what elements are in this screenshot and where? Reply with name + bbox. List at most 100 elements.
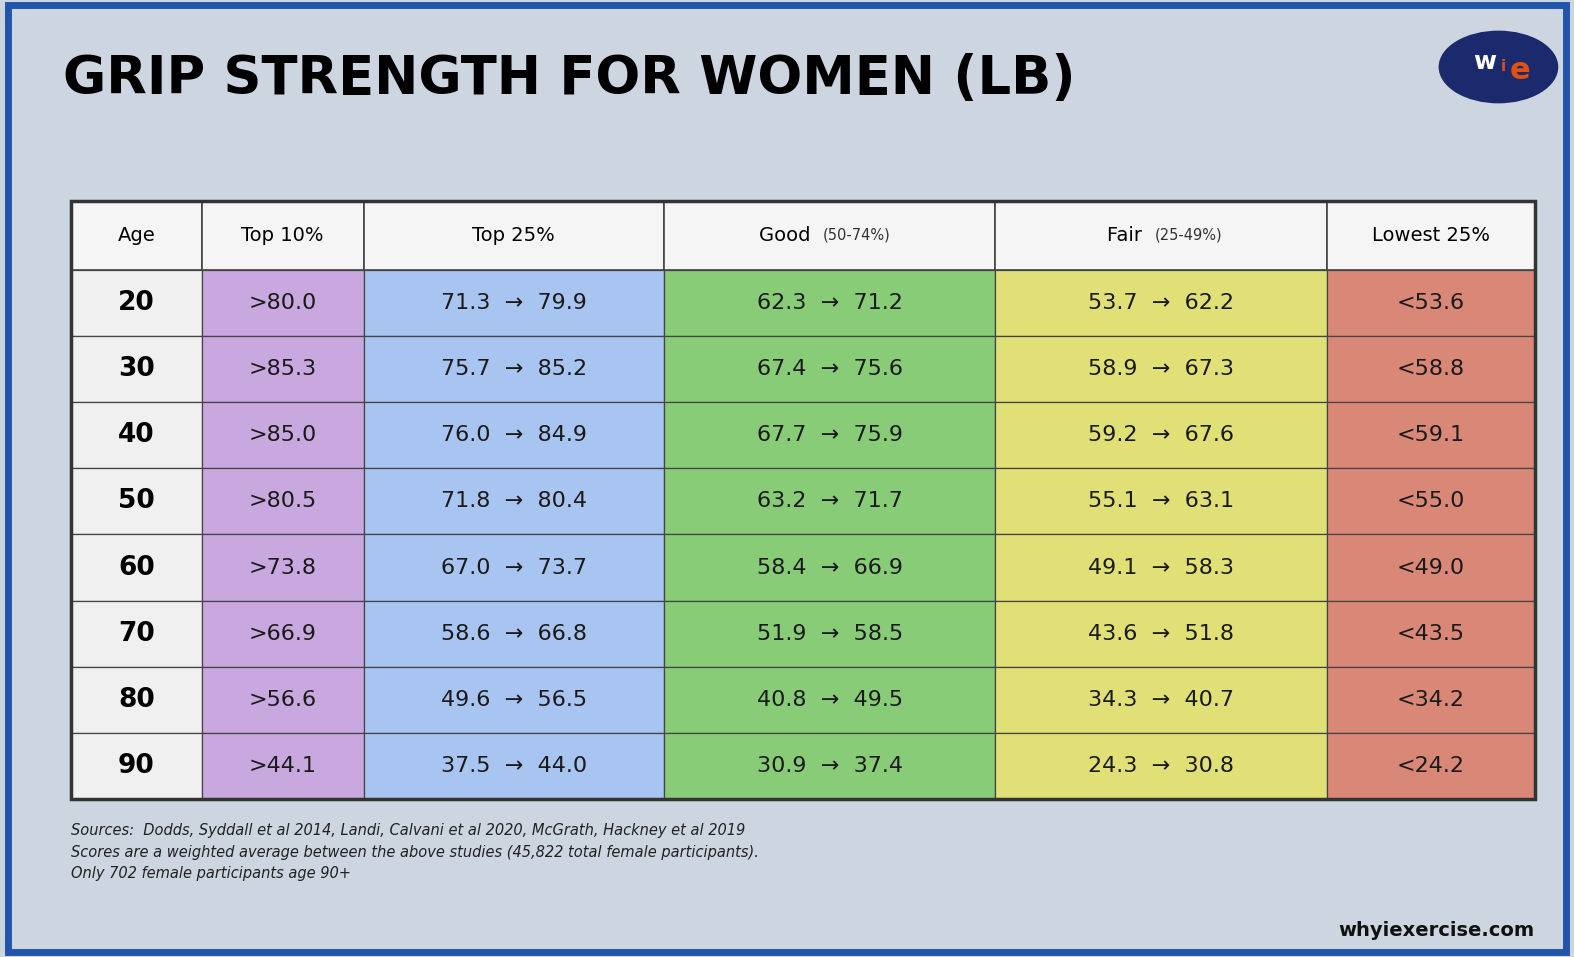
Text: 62.3  →  71.2: 62.3 → 71.2 [757,293,902,313]
Bar [1327,733,1535,799]
Bar [71,667,201,733]
Text: <59.1: <59.1 [1396,425,1465,445]
Text: 58.6  →  66.8: 58.6 → 66.8 [441,624,587,644]
Bar [1327,534,1535,601]
Text: <34.2: <34.2 [1396,690,1465,710]
Bar [71,201,1535,799]
Text: w: w [1473,50,1495,75]
Bar [995,336,1327,402]
Bar [995,601,1327,667]
Text: Age: Age [118,226,156,245]
Bar [664,201,995,270]
Text: 50: 50 [118,488,154,515]
Bar [664,468,995,534]
Text: 53.7  →  62.2: 53.7 → 62.2 [1088,293,1234,313]
Text: 71.3  →  79.9: 71.3 → 79.9 [441,293,587,313]
Text: 58.4  →  66.9: 58.4 → 66.9 [757,558,903,578]
Text: 67.0  →  73.7: 67.0 → 73.7 [441,558,587,578]
Text: whyiexercise.com: whyiexercise.com [1338,921,1535,940]
Text: Top 10%: Top 10% [241,226,324,245]
Bar [71,601,201,667]
Text: <55.0: <55.0 [1396,491,1465,511]
Text: 70: 70 [118,621,154,647]
Text: (25-49%): (25-49%) [1154,228,1221,243]
Text: 60: 60 [118,554,154,581]
Text: 24.3  →  30.8: 24.3 → 30.8 [1088,756,1234,776]
Text: (50-74%): (50-74%) [823,228,891,243]
Bar [364,733,664,799]
Bar [364,667,664,733]
Text: 30: 30 [118,356,154,382]
Text: i: i [1500,59,1506,75]
Bar [1327,468,1535,534]
Bar [201,534,364,601]
Bar [664,667,995,733]
Text: 67.4  →  75.6: 67.4 → 75.6 [757,359,903,379]
Text: >44.1: >44.1 [249,756,316,776]
Text: 63.2  →  71.7: 63.2 → 71.7 [757,491,902,511]
Bar [364,270,664,336]
Bar [71,468,201,534]
Bar [71,270,201,336]
Bar [201,601,364,667]
Bar [664,534,995,601]
Bar [995,201,1327,270]
Bar [1327,402,1535,468]
Text: Lowest 25%: Lowest 25% [1371,226,1489,245]
Bar [664,733,995,799]
Text: 90: 90 [118,753,154,779]
Text: 75.7  →  85.2: 75.7 → 85.2 [441,359,587,379]
Text: 30.9  →  37.4: 30.9 → 37.4 [757,756,903,776]
Bar [364,534,664,601]
Text: 49.1  →  58.3: 49.1 → 58.3 [1088,558,1234,578]
Bar [1327,201,1535,270]
Text: 40.8  →  49.5: 40.8 → 49.5 [757,690,903,710]
Text: >85.3: >85.3 [249,359,316,379]
Bar [995,402,1327,468]
Bar [364,201,664,270]
Text: 34.3  →  40.7: 34.3 → 40.7 [1088,690,1234,710]
Bar [201,733,364,799]
Bar [1327,336,1535,402]
Bar [364,402,664,468]
Text: <58.8: <58.8 [1396,359,1465,379]
Text: Top 25%: Top 25% [472,226,556,245]
Text: >85.0: >85.0 [249,425,316,445]
Bar [71,336,201,402]
Bar [201,468,364,534]
Bar [995,733,1327,799]
Bar [364,336,664,402]
Bar [664,270,995,336]
Bar [1327,270,1535,336]
Bar [364,468,664,534]
Bar [995,534,1327,601]
Bar [201,402,364,468]
Text: 80: 80 [118,687,154,713]
Text: >80.0: >80.0 [249,293,316,313]
Text: >56.6: >56.6 [249,690,316,710]
Text: 20: 20 [118,290,154,316]
Bar [1327,601,1535,667]
Text: Good: Good [759,226,823,245]
Bar [71,201,201,270]
Bar [664,336,995,402]
Bar [71,534,201,601]
Bar [664,402,995,468]
Bar [664,601,995,667]
Text: <53.6: <53.6 [1396,293,1465,313]
Bar [201,667,364,733]
Text: 49.6  →  56.5: 49.6 → 56.5 [441,690,587,710]
Text: 76.0  →  84.9: 76.0 → 84.9 [441,425,587,445]
Text: 43.6  →  51.8: 43.6 → 51.8 [1088,624,1234,644]
Text: Sources:  Dodds, Syddall et al 2014, Landi, Calvani et al 2020, McGrath, Hackney: Sources: Dodds, Syddall et al 2014, Land… [71,823,759,881]
Text: 58.9  →  67.3: 58.9 → 67.3 [1088,359,1234,379]
Text: 55.1  →  63.1: 55.1 → 63.1 [1088,491,1234,511]
Text: 67.7  →  75.9: 67.7 → 75.9 [757,425,903,445]
Bar [995,270,1327,336]
Text: e: e [1509,56,1532,85]
Bar [201,336,364,402]
Bar [995,667,1327,733]
Text: GRIP STRENGTH FOR WOMEN (LB): GRIP STRENGTH FOR WOMEN (LB) [63,53,1075,104]
Bar [71,733,201,799]
Text: 37.5  →  44.0: 37.5 → 44.0 [441,756,587,776]
